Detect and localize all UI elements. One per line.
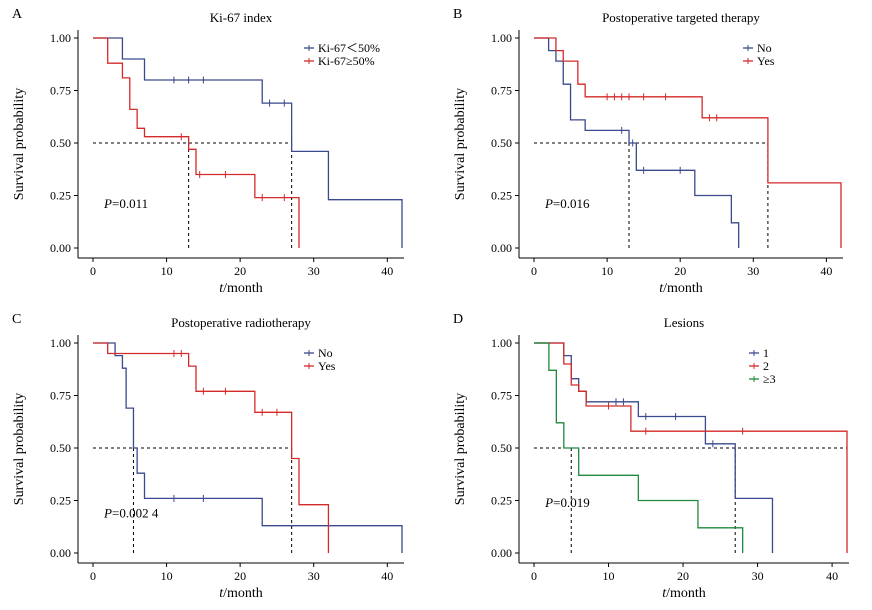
x-tick-label: 40	[820, 264, 832, 278]
survival-curve-2	[93, 37, 300, 248]
x-axis-label: t/month	[219, 281, 263, 296]
p-value-label: P=0.016	[544, 196, 590, 211]
y-tick-label: 0.25	[50, 494, 71, 508]
chart-title: Postoperative targeted therapy	[602, 10, 760, 25]
p-value-number: =0.011	[112, 196, 148, 211]
y-tick-label: 0.25	[50, 189, 71, 203]
x-tick-label: 0	[90, 569, 96, 583]
x-axis-label-unit: /month	[663, 281, 703, 296]
x-axis-label: t/month	[662, 586, 706, 601]
p-value-symbol: P	[544, 196, 553, 211]
x-tick-label: 30	[308, 264, 320, 278]
survival-curve-1	[93, 342, 403, 553]
x-tick-label: 0	[90, 264, 96, 278]
chart-title: Postoperative radiotherapy	[171, 315, 311, 330]
y-tick-label: 0.75	[491, 84, 512, 98]
y-tick-label: 0.00	[50, 241, 71, 255]
y-tick-label: 0.00	[491, 546, 512, 560]
x-tick-label: 30	[747, 264, 759, 278]
x-axis-label: t/month	[219, 586, 263, 601]
y-tick-label: 0.50	[50, 441, 71, 455]
legend-label: Yes	[757, 54, 775, 68]
y-tick-label: 1.00	[50, 31, 71, 45]
y-tick-label: 0.75	[50, 84, 71, 98]
panel-letter: B	[453, 7, 462, 22]
x-tick-label: 20	[234, 264, 246, 278]
legend-label: Yes	[318, 359, 336, 373]
y-tick-label: 0.50	[491, 136, 512, 150]
y-tick-label: 0.75	[491, 389, 512, 403]
p-value-label: P=0.002 4	[103, 505, 159, 520]
x-tick-label: 0	[531, 569, 537, 583]
y-tick-label: 0.00	[491, 241, 512, 255]
y-tick-label: 1.00	[491, 31, 512, 45]
panel-c: C Postoperative radiotherapy 0.00 0.25 0.50 0…	[12, 312, 404, 601]
x-tick-label: 30	[308, 569, 320, 583]
x-axis-label-var: t	[219, 586, 224, 601]
y-axis-label: Survival probability	[453, 393, 468, 505]
chart-title: Ki-67 index	[210, 10, 273, 25]
y-axis-label: Survival probability	[453, 88, 468, 200]
x-tick-label: 40	[381, 569, 393, 583]
y-tick-label: 0.75	[50, 389, 71, 403]
panel-d: D Lesions 0.00 0.25 0.50 0.75 1.00 0 10 20 30 40 Sur…	[453, 312, 849, 601]
x-tick-label: 20	[674, 264, 686, 278]
p-value-symbol: P	[103, 196, 112, 211]
x-tick-label: 10	[601, 264, 613, 278]
chart-title: Lesions	[664, 315, 704, 330]
y-tick-label: 0.25	[491, 189, 512, 203]
x-tick-label: 10	[161, 569, 173, 583]
p-value-label: P=0.011	[103, 196, 148, 211]
legend-label: 1	[763, 346, 769, 360]
survival-curve-1	[93, 37, 403, 248]
p-value-number: =0.016	[553, 196, 590, 211]
y-axis-label: Survival probability	[12, 88, 27, 200]
panel-letter: D	[453, 312, 463, 327]
legend-label: ≥3	[763, 372, 776, 386]
survival-curve-2	[93, 342, 330, 553]
x-tick-label: 10	[603, 569, 615, 583]
legend-label: No	[318, 346, 333, 360]
x-axis-label-unit: /month	[666, 586, 706, 601]
p-value-label: P=0.019	[544, 495, 590, 510]
legend-label: Ki-67≥50%	[318, 54, 375, 68]
x-axis-label-var: t	[659, 281, 664, 296]
y-axis-label: Survival probability	[12, 393, 27, 505]
x-axis-label-var: t	[662, 586, 667, 601]
y-tick-label: 0.25	[491, 494, 512, 508]
x-axis-label-unit: /month	[223, 281, 263, 296]
legend-label: No	[757, 41, 772, 55]
panel-letter: A	[12, 7, 23, 22]
survival-curve-3	[534, 342, 744, 553]
panel-letter: C	[12, 312, 21, 327]
survival-curve-1	[534, 37, 740, 248]
y-tick-label: 0.50	[50, 136, 71, 150]
legend-label: Ki-67＜50%	[318, 41, 380, 55]
x-tick-label: 10	[161, 264, 173, 278]
x-tick-label: 40	[826, 569, 838, 583]
y-tick-label: 1.00	[50, 336, 71, 350]
y-tick-label: 0.50	[491, 441, 512, 455]
p-value-symbol: P	[544, 495, 553, 510]
p-value-symbol: P	[103, 505, 112, 520]
x-tick-label: 30	[752, 569, 764, 583]
x-tick-label: 40	[381, 264, 393, 278]
x-tick-label: 0	[531, 264, 537, 278]
p-value-number: =0.002 4	[112, 505, 159, 520]
legend-label: 2	[763, 359, 769, 373]
x-axis-label-unit: /month	[223, 586, 263, 601]
y-tick-label: 1.00	[491, 336, 512, 350]
panel-b: B Postoperative targeted therapy 0.00 0.25 0…	[453, 7, 843, 296]
p-value-number: =0.019	[553, 495, 590, 510]
x-axis-label: t/month	[659, 281, 703, 296]
x-axis-label-var: t	[219, 281, 224, 296]
y-tick-label: 0.00	[50, 546, 71, 560]
x-tick-label: 20	[677, 569, 689, 583]
panel-a: A Ki-67 index 0.00 0.25 0.50 0.75 1.00 0 10 20 30 4…	[12, 7, 404, 296]
survival-curve-2	[534, 37, 842, 248]
survival-curve-2	[534, 342, 848, 553]
x-tick-label: 20	[234, 569, 246, 583]
